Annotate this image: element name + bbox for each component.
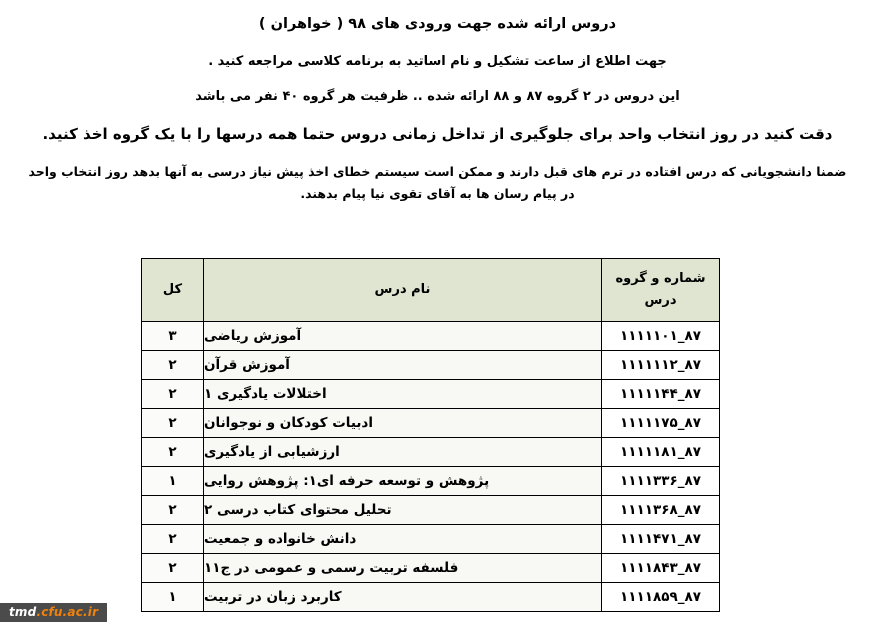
cell-course-name: فلسفه تربیت رسمی و عمومی در ج۱۱	[203, 553, 602, 583]
table-row: ۱۱۱۱۳۳۶_۸۷ پژوهش و توسعه حرفه ای۱: پژوهش …	[141, 466, 720, 496]
cell-course-credits: ۲	[141, 350, 204, 380]
watermark-prefix: tmd	[9, 605, 37, 619]
courses-table-container: شماره و گروه درس نام درس کل ۱۱۱۱۱۰۱_۸۷ آم…	[141, 258, 720, 612]
cell-course-credits: ۱	[141, 582, 204, 612]
table-row: ۱۱۱۱۴۷۱_۸۷ دانش خانواده و جمعیت ۲	[141, 524, 720, 554]
table-row: ۱۱۱۱۱۷۵_۸۷ ادبیات کودکان و نوجوانان ۲	[141, 408, 720, 438]
cell-course-credits: ۲	[141, 408, 204, 438]
cell-course-code: ۱۱۱۱۳۳۶_۸۷	[601, 466, 720, 496]
cell-course-code: ۱۱۱۱۱۷۵_۸۷	[601, 408, 720, 438]
cell-course-name: کاربرد زبان در تربیت	[203, 582, 602, 612]
cell-course-name: آموزش قرآن	[203, 350, 602, 380]
table-header-row: شماره و گروه درس نام درس کل	[141, 258, 720, 322]
cell-course-code: ۱۱۱۱۴۷۱_۸۷	[601, 524, 720, 554]
cell-course-code: ۱۱۱۱۸۴۳_۸۷	[601, 553, 720, 583]
cell-course-name: پژوهش و توسعه حرفه ای۱: پژوهش روایی	[203, 466, 602, 496]
table-row: ۱۱۱۱۱۱۲_۸۷ آموزش قرآن ۲	[141, 350, 720, 380]
cell-course-code: ۱۱۱۱۱۰۱_۸۷	[601, 321, 720, 351]
cell-course-name: تحلیل محتوای کتاب درسی ۲	[203, 495, 602, 525]
notice-subtitle: جهت اطلاع از ساعت تشکیل و نام اساتید به …	[208, 53, 667, 69]
table-row: ۱۱۱۱۸۵۹_۸۷ کاربرد زبان در تربیت ۱	[141, 582, 720, 612]
notice-paragraph: ضمنا دانشجویانی که درس افتاده در ترم های…	[28, 164, 847, 202]
cell-course-code: ۱۱۱۱۳۶۸_۸۷	[601, 495, 720, 525]
cell-course-name: اختلالات یادگیری ۱	[203, 379, 602, 409]
column-header-code-line2: درس	[644, 293, 677, 308]
cell-course-credits: ۲	[141, 379, 204, 409]
table-header: شماره و گروه درس نام درس کل	[141, 258, 720, 322]
site-watermark: tmd.cfu.ac.ir	[0, 603, 108, 622]
cell-course-credits: ۲	[141, 553, 204, 583]
column-header-name: نام درس	[203, 258, 602, 322]
page-title: دروس ارائه شده جهت ورودی های ۹۸ ( خواهرا…	[258, 16, 617, 32]
courses-table: شماره و گروه درس نام درس کل ۱۱۱۱۱۰۱_۸۷ آم…	[141, 258, 720, 612]
cell-course-code: ۱۱۱۱۱۸۱_۸۷	[601, 437, 720, 467]
cell-course-name: ادبیات کودکان و نوجوانان	[203, 408, 602, 438]
cell-course-name: دانش خانواده و جمعیت	[203, 524, 602, 554]
cell-course-name: ارزشیابی از یادگیری	[203, 437, 602, 467]
notices-block: دروس ارائه شده جهت ورودی های ۹۸ ( خواهرا…	[0, 0, 875, 205]
cell-course-credits: ۳	[141, 321, 204, 351]
cell-course-name: آموزش ریاضی	[203, 321, 602, 351]
cell-course-credits: ۲	[141, 524, 204, 554]
watermark-suffix: .cfu.ac.ir	[36, 605, 99, 619]
table-row: ۱۱۱۱۸۴۳_۸۷ فلسفه تربیت رسمی و عمومی در ج۱…	[141, 553, 720, 583]
notice-groups-capacity: این دروس در ۲ گروه ۸۷ و ۸۸ ارائه شده .. …	[195, 89, 680, 105]
table-body: ۱۱۱۱۱۰۱_۸۷ آموزش ریاضی ۳ ۱۱۱۱۱۱۲_۸۷ آموزش قر…	[141, 321, 720, 612]
column-header-code-line1: شماره و گروه	[615, 270, 706, 286]
cell-course-code: ۱۱۱۱۸۵۹_۸۷	[601, 582, 720, 612]
cell-course-credits: ۲	[141, 495, 204, 525]
notice-warning: دقت کنید در روز انتخاب واحد برای جلوگیری…	[42, 124, 833, 143]
cell-course-credits: ۱	[141, 466, 204, 496]
cell-course-code: ۱۱۱۱۱۱۲_۸۷	[601, 350, 720, 380]
table-row: ۱۱۱۱۱۸۱_۸۷ ارزشیابی از یادگیری ۲	[141, 437, 720, 467]
table-row: ۱۱۱۱۱۰۱_۸۷ آموزش ریاضی ۳	[141, 321, 720, 351]
column-header-total: کل	[141, 258, 204, 322]
column-header-code: شماره و گروه درس	[601, 258, 720, 322]
cell-course-credits: ۲	[141, 437, 204, 467]
cell-course-code: ۱۱۱۱۱۴۴_۸۷	[601, 379, 720, 409]
